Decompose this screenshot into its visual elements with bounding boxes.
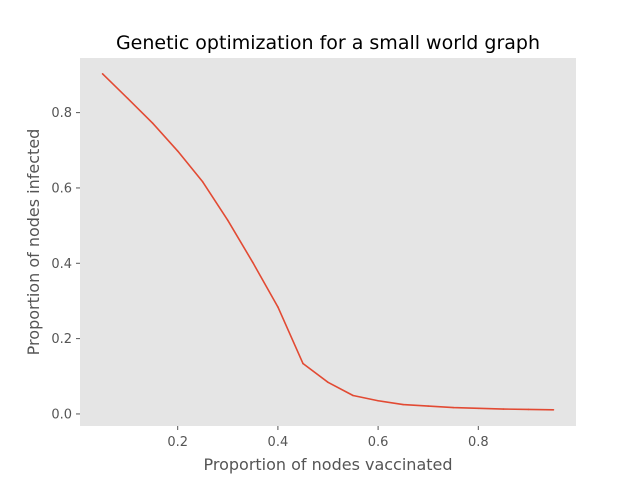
data-point xyxy=(477,407,480,410)
y-tick-label: 0.0 xyxy=(51,407,72,422)
data-point xyxy=(101,73,104,75)
data-point xyxy=(126,97,129,100)
series-layer xyxy=(101,73,555,411)
y-tick-label: 0.2 xyxy=(51,332,72,347)
plot-area xyxy=(80,58,576,426)
y-tick-label: 0.6 xyxy=(51,181,72,196)
data-point xyxy=(527,408,530,411)
data-point xyxy=(226,219,229,222)
data-point xyxy=(352,394,354,397)
chart-title: Genetic optimization for a small world g… xyxy=(116,32,540,54)
data-point xyxy=(452,406,455,409)
x-tick-label: 0.8 xyxy=(468,435,489,450)
x-tick-label: 0.4 xyxy=(268,435,289,450)
y-axis-label: Proportion of nodes infected xyxy=(24,129,43,356)
data-point xyxy=(176,150,179,152)
data-point xyxy=(327,381,329,384)
data-point xyxy=(402,403,404,406)
data-point xyxy=(377,399,379,402)
x-tick-label: 0.6 xyxy=(368,435,389,450)
y-tick-label: 0.4 xyxy=(51,257,72,272)
x-axis-label: Proportion of nodes vaccinated xyxy=(203,455,452,474)
data-point xyxy=(427,405,430,407)
data-point xyxy=(552,409,555,411)
data-point xyxy=(252,261,254,264)
data-point xyxy=(277,306,279,308)
x-tick-label: 0.2 xyxy=(167,435,188,450)
data-point xyxy=(201,181,204,183)
data-point xyxy=(151,122,154,124)
y-tick-label: 0.8 xyxy=(51,106,72,121)
ticks-layer: 0.2 0.4 0.6 0.8 0.0 0.2 0.4 0.6 0.8 xyxy=(51,106,488,450)
data-point xyxy=(502,408,505,410)
data-point xyxy=(302,362,304,365)
